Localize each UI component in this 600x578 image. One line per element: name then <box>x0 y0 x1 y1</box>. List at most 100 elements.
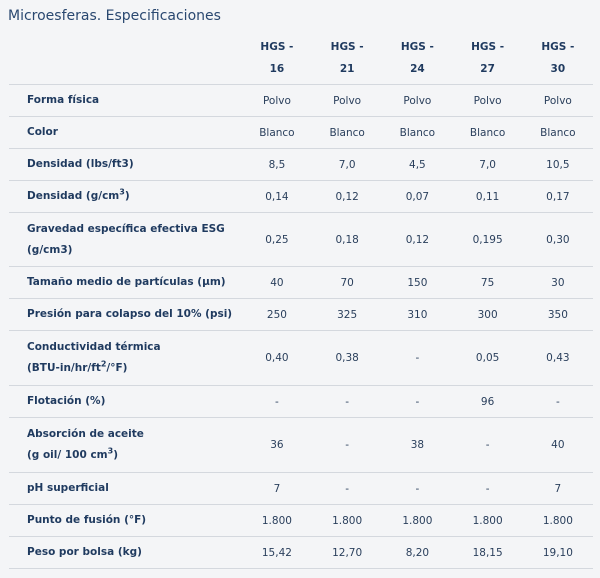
row-label-text: (g oil/ 100 cm <box>27 449 108 461</box>
table-cell: 8,5 <box>241 148 313 181</box>
row-label: Punto de fusión (°F) <box>9 504 242 537</box>
table-cell: Polvo <box>382 84 453 117</box>
row-label-text: Densidad (g/cm <box>27 190 120 202</box>
table-cell: 1.800 <box>522 504 593 537</box>
table-cell: 18,15 <box>452 536 523 569</box>
table-cell: - <box>382 385 453 418</box>
table-cell: 4,5 <box>382 148 453 181</box>
row-label-text: (g/cm3) <box>27 243 73 256</box>
row-label: Conductividad térmica (BTU-in/hr/ft2/°F) <box>9 330 242 386</box>
header-blank <box>9 34 242 85</box>
table-cell: Blanco <box>382 116 453 149</box>
row-label-superscript: 3 <box>107 446 114 456</box>
table-cell: 75 <box>452 266 523 299</box>
table-cell: 310 <box>382 298 453 331</box>
table-cell: 70 <box>312 266 383 299</box>
table-cell: - <box>312 417 383 473</box>
table-cell: 36 <box>241 417 313 473</box>
table-row: Flotación (%) - - - 96 - <box>9 385 593 418</box>
table-cell: 0,11 <box>452 180 523 213</box>
table-cell: 250 <box>241 298 313 331</box>
table-cell: 40 <box>522 417 593 473</box>
table-cell: Polvo <box>312 84 383 117</box>
table-cell: 12,70 <box>312 536 383 569</box>
table-row: Densidad (g/cm3) 0,14 0,12 0,07 0,11 0,1… <box>9 180 593 213</box>
table-cell: Blanco <box>241 116 313 149</box>
table-cell: - <box>522 385 593 418</box>
table-cell: 0,07 <box>382 180 453 213</box>
table-row: Densidad (lbs/ft3) 8,5 7,0 4,5 7,0 10,5 <box>9 148 593 181</box>
table-row: Punto de fusión (°F) 1.800 1.800 1.800 1… <box>9 504 593 537</box>
row-label: Tamaño medio de partículas (µm) <box>9 266 242 299</box>
row-label-superscript: 2 <box>100 359 107 369</box>
table-cell: - <box>312 385 383 418</box>
table-cell: 1.800 <box>382 504 453 537</box>
table-row: Color Blanco Blanco Blanco Blanco Blanco <box>9 116 593 149</box>
table-cell: 325 <box>312 298 383 331</box>
row-label: Color <box>9 116 242 149</box>
row-label: Forma física <box>9 84 242 117</box>
table-cell: 96 <box>452 385 523 418</box>
table-cell: 0,195 <box>452 212 523 267</box>
row-label: pH superficial <box>9 472 242 505</box>
table-cell: 1.800 <box>312 504 383 537</box>
table-cell: - <box>382 472 453 505</box>
table-cell: 0,38 <box>312 330 383 386</box>
table-cell: - <box>312 472 383 505</box>
table-cell: Polvo <box>241 84 313 117</box>
table-cell: 19,10 <box>522 536 593 569</box>
table-cell: - <box>452 472 523 505</box>
table-cell: 1.800 <box>452 504 523 537</box>
table-cell: Blanco <box>312 116 383 149</box>
table-row: Conductividad térmica (BTU-in/hr/ft2/°F) … <box>9 330 593 386</box>
table-cell: 0,05 <box>452 330 523 386</box>
table-cell: 10,5 <box>522 148 593 181</box>
table-cell: - <box>382 330 453 386</box>
column-header: HGS - 27 <box>452 34 523 85</box>
table-header-row: HGS - 16 HGS - 21 HGS - 24 HGS - 27 HGS … <box>9 34 593 85</box>
row-label: Peso por bolsa (kg) <box>9 536 242 569</box>
table-cell: 40 <box>241 266 313 299</box>
page-title: Microesferas. Especificaciones <box>8 8 221 24</box>
table-cell: 0,12 <box>382 212 453 267</box>
table-cell: 350 <box>522 298 593 331</box>
row-label-superscript: 3 <box>119 187 125 197</box>
row-label-text: (BTU-in/hr/ft <box>27 362 101 374</box>
table-cell: 0,25 <box>241 212 313 267</box>
row-label-text: ) <box>124 190 130 202</box>
table-cell: 7 <box>241 472 313 505</box>
specifications-table: HGS - 16 HGS - 21 HGS - 24 HGS - 27 HGS … <box>9 34 593 569</box>
table-cell: - <box>452 417 523 473</box>
table-row: Tamaño medio de partículas (µm) 40 70 15… <box>9 266 593 299</box>
row-label: Densidad (lbs/ft3) <box>9 148 242 181</box>
table-cell: 7 <box>522 472 593 505</box>
row-label: Flotación (%) <box>9 385 242 418</box>
table-cell: - <box>241 385 313 418</box>
column-header: HGS - 30 <box>522 34 593 85</box>
row-label-text: ) <box>113 449 119 461</box>
table-row: pH superficial 7 - - - 7 <box>9 472 593 505</box>
row-label: Gravedad específica efectiva ESG (g/cm3) <box>9 212 242 267</box>
column-header: HGS - 24 <box>382 34 453 85</box>
table-cell: 15,42 <box>241 536 313 569</box>
row-label: Absorción de aceite (g oil/ 100 cm3) <box>9 417 242 473</box>
row-label-text: /°F) <box>106 362 128 374</box>
table-cell: 0,18 <box>312 212 383 267</box>
column-header: HGS - 16 <box>241 34 313 85</box>
row-label-text: Gravedad específica efectiva ESG <box>27 222 225 235</box>
table-row: Forma física Polvo Polvo Polvo Polvo Pol… <box>9 84 593 117</box>
table-cell: 0,17 <box>522 180 593 213</box>
table-cell: 30 <box>522 266 593 299</box>
table-row: Presión para colapso del 10% (psi) 250 3… <box>9 298 593 331</box>
table-cell: 150 <box>382 266 453 299</box>
table-cell: Polvo <box>452 84 523 117</box>
column-header: HGS - 21 <box>312 34 383 85</box>
table-cell: 7,0 <box>312 148 383 181</box>
table-cell: 1.800 <box>241 504 313 537</box>
table-row: Gravedad específica efectiva ESG (g/cm3) … <box>9 212 593 267</box>
table-cell: 0,12 <box>312 180 383 213</box>
row-label-text: Conductividad térmica <box>27 341 161 353</box>
table-row: Peso por bolsa (kg) 15,42 12,70 8,20 18,… <box>9 536 593 569</box>
table-cell: 0,30 <box>522 212 593 267</box>
table-cell: 0,40 <box>241 330 313 386</box>
